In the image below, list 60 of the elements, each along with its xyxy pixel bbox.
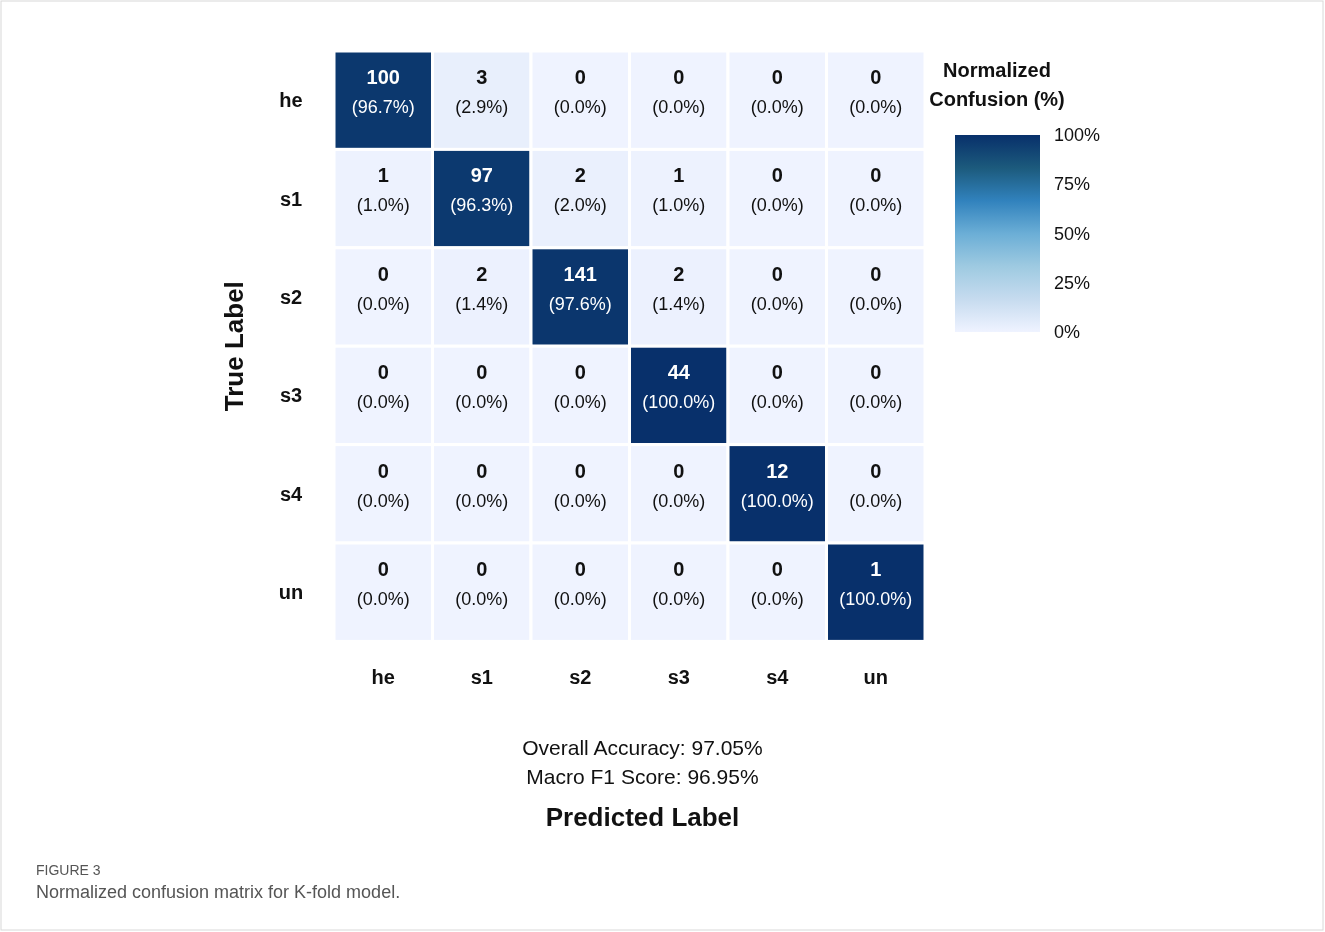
x-tick-label: s2	[569, 666, 592, 688]
data-label: 0 (0.0%)	[750, 361, 804, 413]
data-label: 1 (1.0%)	[356, 164, 410, 216]
data-label: 0 (0.0%)	[849, 66, 903, 117]
data-label: 141 (97.6%)	[548, 262, 612, 314]
data-label: 0 (0.0%)	[553, 361, 607, 413]
x-tick-label: s1	[470, 666, 493, 688]
color-bar-label: 25%	[1054, 272, 1091, 293]
data-label: 0 (0.0%)	[652, 558, 706, 609]
x-axis-title: Predicted Label	[545, 802, 740, 832]
data-label: 0 (0.0%)	[849, 459, 903, 511]
data-label: 97 (96.3%)	[450, 164, 514, 216]
color-bar-label: 50%	[1054, 223, 1091, 244]
data-label: 0 (0.0%)	[750, 262, 804, 314]
data-label: 0 (0.0%)	[356, 361, 410, 413]
data-label: 1 (100.0%)	[839, 558, 913, 609]
y-tick-label: s3	[279, 384, 303, 407]
color-bar-label: 0%	[1054, 322, 1081, 342]
data-label: 0 (0.0%)	[652, 66, 706, 117]
data-label: 100 (96.7%)	[351, 66, 415, 117]
x-tick-label: s3	[667, 666, 690, 688]
data-label: 0 (0.0%)	[455, 558, 509, 609]
x-tick-label: s4	[766, 666, 790, 688]
data-label: 3 (2.9%)	[455, 66, 509, 117]
caption: FIGURE 3	[36, 862, 101, 878]
y-tick-label: un	[278, 581, 304, 604]
y-tick-label: s4	[279, 482, 303, 505]
data-label: 1 (1.0%)	[652, 164, 706, 216]
text: Normalized confusion matrix for K-fold model.	[36, 882, 401, 902]
data-label: 0 (0.0%)	[750, 558, 804, 609]
data-label: 2 (2.0%)	[553, 164, 607, 216]
x-tick-label: he	[371, 666, 395, 688]
data-label: 0 (0.0%)	[652, 459, 706, 511]
data-label: 2 (1.4%)	[652, 262, 706, 314]
text: Overall Accuracy: 97.05%	[522, 736, 763, 759]
color-bar-label: 100%	[1054, 125, 1101, 145]
y-tick-label: s1	[279, 187, 303, 210]
data-label: 12 (100.0%)	[740, 459, 814, 511]
color-bar-label: 75%	[1054, 174, 1091, 195]
data-label: 0 (0.0%)	[750, 164, 804, 216]
y-tick-label: s2	[279, 286, 303, 308]
data-label: 0 (0.0%)	[356, 262, 410, 314]
data-label: 0 (0.0%)	[849, 262, 903, 314]
data-label: 0 (0.0%)	[849, 164, 903, 216]
data-label: 0 (0.0%)	[750, 66, 804, 117]
data-label: 0 (0.0%)	[356, 558, 410, 609]
data-label: 0 (0.0%)	[553, 66, 607, 117]
data-label: 44 (100.0%)	[642, 361, 716, 413]
y-axis-title: True Label	[219, 281, 249, 412]
data-label: 0 (0.0%)	[455, 361, 509, 413]
data-label: 0 (0.0%)	[356, 459, 410, 511]
data-label: 0 (0.0%)	[455, 459, 509, 511]
x-tick-label: un	[863, 666, 888, 688]
data-label: 0 (0.0%)	[553, 558, 607, 609]
data-label: 0 (0.0%)	[849, 361, 903, 413]
data-label: 2 (1.4%)	[455, 262, 509, 314]
y-tick-label: he	[279, 89, 303, 112]
text: Macro F1 Score: 96.95%	[526, 765, 759, 788]
color-bar-title: Normalized Confusion (%)	[929, 59, 1065, 110]
data-label: 0 (0.0%)	[553, 459, 607, 511]
